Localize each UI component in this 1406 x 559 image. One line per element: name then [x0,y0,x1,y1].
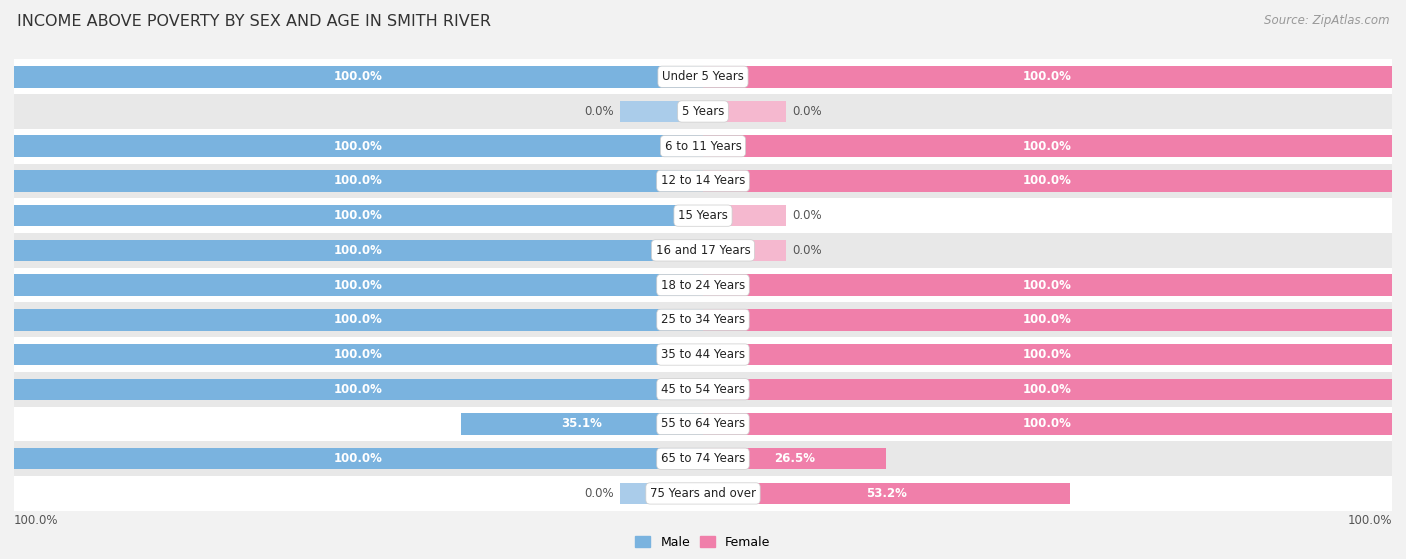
Text: 75 Years and over: 75 Years and over [650,487,756,500]
Text: 100.0%: 100.0% [335,348,382,361]
Text: 0.0%: 0.0% [793,209,823,222]
Text: 45 to 54 Years: 45 to 54 Years [661,383,745,396]
Bar [14,205,703,226]
Bar [620,482,703,504]
Bar [703,274,1392,296]
Bar [14,309,703,330]
Bar [703,101,786,122]
Bar [703,240,786,261]
Bar [703,170,1392,192]
Bar [14,344,703,366]
Bar [703,413,1392,435]
Text: 25 to 34 Years: 25 to 34 Years [661,313,745,326]
Text: 100.0%: 100.0% [1024,278,1071,292]
Bar [14,198,1392,233]
Text: 35 to 44 Years: 35 to 44 Years [661,348,745,361]
Text: 100.0%: 100.0% [1347,514,1392,527]
Text: 100.0%: 100.0% [1024,383,1071,396]
Bar [14,135,703,157]
Text: 0.0%: 0.0% [583,105,613,118]
Bar [14,240,703,261]
Text: 26.5%: 26.5% [773,452,815,465]
Bar [14,66,703,88]
Text: 0.0%: 0.0% [793,105,823,118]
Bar [703,205,786,226]
Bar [14,129,1392,164]
Text: 0.0%: 0.0% [583,487,613,500]
Text: 100.0%: 100.0% [1024,140,1071,153]
Text: 100.0%: 100.0% [1024,174,1071,187]
Text: 100.0%: 100.0% [335,244,382,257]
Bar [703,135,1392,157]
Bar [14,274,703,296]
Text: 16 and 17 Years: 16 and 17 Years [655,244,751,257]
Text: Source: ZipAtlas.com: Source: ZipAtlas.com [1264,14,1389,27]
Text: INCOME ABOVE POVERTY BY SEX AND AGE IN SMITH RIVER: INCOME ABOVE POVERTY BY SEX AND AGE IN S… [17,14,491,29]
Text: 100.0%: 100.0% [1024,313,1071,326]
Text: 18 to 24 Years: 18 to 24 Years [661,278,745,292]
Bar [14,372,1392,406]
Text: 100.0%: 100.0% [1024,348,1071,361]
Bar [14,94,1392,129]
Text: 100.0%: 100.0% [335,452,382,465]
Text: 55 to 64 Years: 55 to 64 Years [661,418,745,430]
Bar [14,337,1392,372]
Text: 5 Years: 5 Years [682,105,724,118]
Bar [703,448,886,470]
Text: 100.0%: 100.0% [335,383,382,396]
Text: 100.0%: 100.0% [335,313,382,326]
Bar [703,309,1392,330]
Bar [703,66,1392,88]
Bar [14,268,1392,302]
Text: 100.0%: 100.0% [14,514,59,527]
Bar [703,482,1070,504]
Text: 100.0%: 100.0% [335,209,382,222]
Text: 6 to 11 Years: 6 to 11 Years [665,140,741,153]
Bar [703,378,1392,400]
Text: 53.2%: 53.2% [866,487,907,500]
Bar [703,344,1392,366]
Bar [14,233,1392,268]
Bar [14,302,1392,337]
Text: 100.0%: 100.0% [335,70,382,83]
Bar [14,170,703,192]
Text: 15 Years: 15 Years [678,209,728,222]
Bar [14,442,1392,476]
Text: 35.1%: 35.1% [561,418,603,430]
Text: Under 5 Years: Under 5 Years [662,70,744,83]
Text: 0.0%: 0.0% [793,244,823,257]
Bar [14,164,1392,198]
Text: 100.0%: 100.0% [1024,418,1071,430]
Text: 100.0%: 100.0% [335,278,382,292]
Bar [14,476,1392,511]
Text: 100.0%: 100.0% [335,174,382,187]
Bar [461,413,703,435]
Bar [14,448,703,470]
Bar [14,59,1392,94]
Bar [14,406,1392,442]
Text: 100.0%: 100.0% [1024,70,1071,83]
Text: 12 to 14 Years: 12 to 14 Years [661,174,745,187]
Text: 100.0%: 100.0% [335,140,382,153]
Bar [14,378,703,400]
Text: 65 to 74 Years: 65 to 74 Years [661,452,745,465]
Legend: Male, Female: Male, Female [630,531,776,554]
Bar [620,101,703,122]
